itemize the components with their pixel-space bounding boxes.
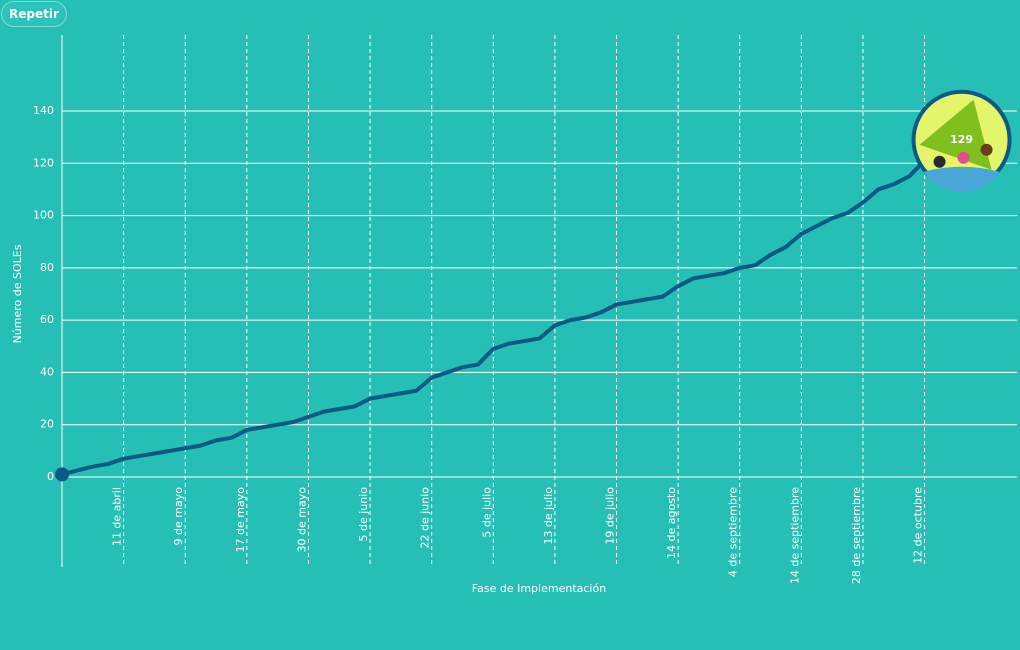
x-tick-label: 14 de agosto [665,487,678,559]
x-tick-label: 9 de mayo [172,487,185,546]
x-tick-label: 14 de septiembre [788,487,801,584]
x-axis-label: Fase de Implementación [472,582,606,595]
y-axis-label: Número de SOLEs [11,244,24,343]
x-tick-label: 13 de julio [542,487,555,545]
x-tick-label: 5 de junio [357,487,370,542]
x-tick-label: 28 de septiembre [850,487,863,584]
x-tick-label: 12 de octubre [912,487,925,564]
x-tick-label: 22 de junio [419,487,432,549]
x-tick-label: 17 de mayo [234,487,247,553]
badge-figure [933,155,946,168]
badge-mountain [919,99,992,170]
badge-water [923,166,1000,192]
y-tick-label: 120 [33,156,54,169]
y-tick-label: 40 [40,365,54,378]
start-point [55,467,69,482]
badge-figure [957,151,970,164]
end-badge: 129 [911,89,1012,192]
x-tick-label: 11 de abril [111,487,124,546]
y-tick-label: 0 [47,470,54,483]
line [61,138,963,477]
y-tick-label: 140 [33,104,54,117]
y-tick-label: 20 [40,418,54,431]
y-tick-label: 60 [40,313,54,326]
x-tick-label: 30 de mayo [295,487,308,553]
badge-figure [980,143,993,156]
y-tick-label: 100 [33,209,54,222]
x-tick-label: 5 de julio [480,487,493,538]
x-tick-label: 4 de septiembre [727,487,740,577]
y-tick-label: 80 [40,261,54,274]
x-tick-label: 19 de julio [604,487,617,545]
repeat-button[interactable]: Repetir [1,1,67,27]
end-value-label: 129 [950,133,973,146]
